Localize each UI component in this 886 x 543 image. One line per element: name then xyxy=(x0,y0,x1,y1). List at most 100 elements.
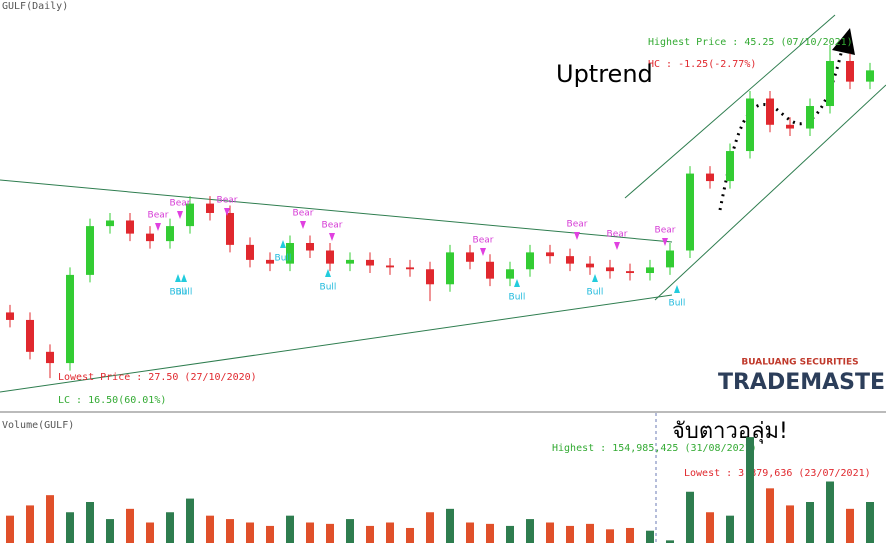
bull-arrow xyxy=(181,274,187,282)
bear-arrow xyxy=(614,242,620,250)
volume-bar xyxy=(786,505,794,543)
bear-label: Bear xyxy=(567,220,588,230)
candle-body xyxy=(546,252,554,257)
candle-body xyxy=(26,319,34,352)
bear-label: Bear xyxy=(607,230,628,240)
candle-body xyxy=(366,259,374,266)
bear-label: Bear xyxy=(148,211,169,221)
volume-bar xyxy=(626,527,634,543)
bear-arrow xyxy=(574,232,580,240)
bear-label: Bear xyxy=(473,236,494,246)
volume-bar xyxy=(726,515,734,543)
bull-arrow xyxy=(674,285,680,293)
candle-body xyxy=(426,269,434,285)
bear-arrow xyxy=(480,248,486,256)
bear-arrow xyxy=(662,238,668,246)
bear-arrow xyxy=(300,221,306,229)
candle-body xyxy=(606,267,614,272)
candle-body xyxy=(586,263,594,268)
annotation: Uptrend xyxy=(556,60,653,88)
candle-body xyxy=(486,261,494,279)
annotation: LC : 16.50(60.01%) xyxy=(58,395,166,406)
candle-body xyxy=(666,250,674,268)
volume-bar xyxy=(166,512,174,543)
bear-label: Bear xyxy=(217,196,238,206)
volume-bar xyxy=(86,502,94,543)
volume-bar xyxy=(186,498,194,543)
candle-body xyxy=(626,271,634,274)
volume-bar xyxy=(666,540,674,543)
volume-bar xyxy=(466,522,474,543)
volume-bar xyxy=(546,522,554,543)
trend-line xyxy=(0,294,673,393)
candle-body xyxy=(406,267,414,270)
bull-label: Bull xyxy=(509,293,526,303)
volume-bar xyxy=(66,512,74,543)
volume-bar xyxy=(266,525,274,543)
volume-bar xyxy=(566,525,574,543)
volume-bar xyxy=(606,529,614,543)
bull-label: Bull xyxy=(320,283,337,293)
volume-bar xyxy=(106,519,114,543)
candle-body xyxy=(706,173,714,182)
candle-body xyxy=(346,259,354,264)
volume-bar xyxy=(346,519,354,543)
candle-body xyxy=(146,233,154,242)
candle-body xyxy=(186,203,194,227)
annotation: จับตาวอลุ่ม! xyxy=(672,419,788,444)
logo-brand: TRADEMASTER xyxy=(718,370,886,395)
volume-bar xyxy=(386,522,394,543)
candle-body xyxy=(746,98,754,152)
volume-bar xyxy=(526,519,534,543)
trend-line xyxy=(0,179,673,243)
volume-bar xyxy=(306,522,314,543)
bull-label: Bull xyxy=(587,288,604,298)
volume-bar xyxy=(506,525,514,543)
volume-bar xyxy=(246,522,254,543)
candle-body xyxy=(266,259,274,264)
candle-body xyxy=(46,351,54,364)
candle-body xyxy=(226,212,234,245)
volume-bar xyxy=(26,505,34,543)
candle-body xyxy=(386,265,394,268)
volume-bar xyxy=(46,495,54,543)
candle-body xyxy=(286,242,294,264)
candle-body xyxy=(686,173,694,251)
candle-body xyxy=(466,252,474,262)
bear-label: Bear xyxy=(170,199,191,209)
volume-bar xyxy=(366,525,374,543)
bear-arrow xyxy=(177,211,183,219)
candle-body xyxy=(786,124,794,129)
bull-arrow xyxy=(175,274,181,282)
bull-label: Bull xyxy=(275,254,292,264)
arrow-head xyxy=(832,28,855,55)
annotation: Lowest Price : 27.50 (27/10/2020) xyxy=(58,372,257,383)
candle-body xyxy=(166,226,174,242)
volume-bar xyxy=(826,481,834,543)
annotation: HC : -1.25(-2.77%) xyxy=(648,59,756,70)
annotation: Highest : 154,985,425 (31/08/2021) xyxy=(552,443,757,454)
candle-body xyxy=(646,267,654,274)
volume-bar xyxy=(866,502,874,543)
candle-body xyxy=(206,203,214,213)
bear-arrow xyxy=(224,208,230,216)
chart-title: GULF(Daily) xyxy=(2,1,68,12)
candle-body xyxy=(446,252,454,285)
bull-label: Bull xyxy=(176,288,193,298)
volume-bar xyxy=(806,502,814,543)
candle-body xyxy=(246,244,254,260)
volume-bar xyxy=(846,508,854,543)
volume-bar xyxy=(286,515,294,543)
bull-label: Bull xyxy=(669,299,686,309)
candle-body xyxy=(6,312,14,320)
bear-arrow xyxy=(329,233,335,241)
volume-bar xyxy=(706,512,714,543)
bear-label: Bear xyxy=(322,221,343,231)
candle-body xyxy=(126,220,134,234)
volume-bar xyxy=(486,523,494,543)
candle-body xyxy=(806,106,814,129)
candle-body xyxy=(826,60,834,107)
candle-body xyxy=(726,151,734,182)
bull-arrow xyxy=(592,274,598,282)
